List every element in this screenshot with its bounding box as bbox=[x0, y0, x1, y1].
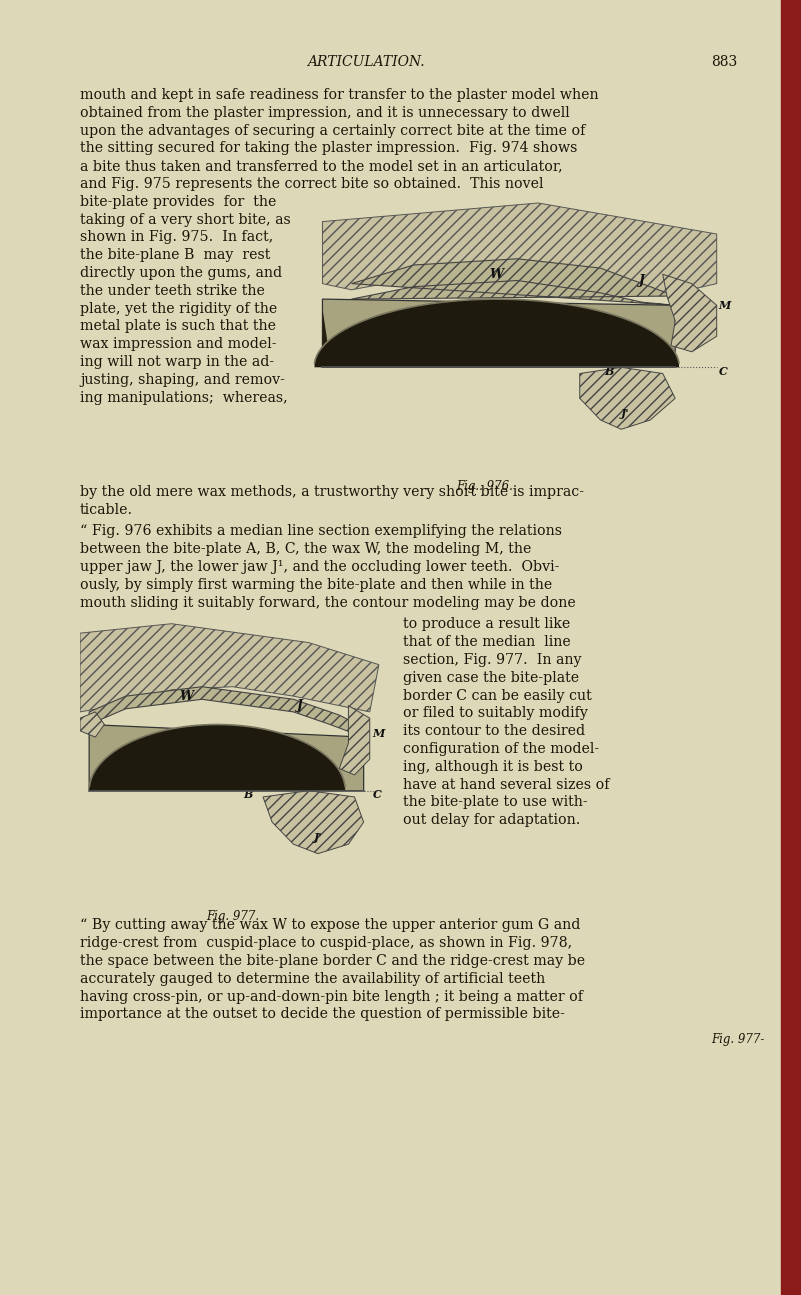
Text: to produce a result like: to produce a result like bbox=[403, 618, 570, 632]
Text: between the bite-plate A, B, C, the wax W, the modeling M, the: between the bite-plate A, B, C, the wax … bbox=[80, 543, 531, 556]
Text: the bite-plate to use with-: the bite-plate to use with- bbox=[403, 795, 588, 809]
Text: 883: 883 bbox=[711, 54, 737, 69]
Text: M: M bbox=[372, 729, 385, 739]
Text: ously, by simply first warming the bite-plate and then while in the: ously, by simply first warming the bite-… bbox=[80, 578, 552, 592]
Text: by the old mere wax methods, a trustworthy very short bite is imprac-: by the old mere wax methods, a trustwort… bbox=[80, 484, 584, 499]
Text: the bite-plane B  may  rest: the bite-plane B may rest bbox=[80, 249, 271, 262]
Text: “ Fig. 976 exhibits a median line section exemplifying the relations: “ Fig. 976 exhibits a median line sectio… bbox=[80, 524, 562, 539]
Polygon shape bbox=[352, 259, 675, 306]
Polygon shape bbox=[80, 624, 379, 712]
Text: upper jaw J, the lower jaw J¹, and the occluding lower teeth.  Obvi-: upper jaw J, the lower jaw J¹, and the o… bbox=[80, 559, 559, 574]
Text: mouth and kept in safe readiness for transfer to the plaster model when: mouth and kept in safe readiness for tra… bbox=[80, 88, 598, 102]
Text: W: W bbox=[179, 690, 194, 703]
Text: C: C bbox=[372, 789, 381, 800]
Text: ticable.: ticable. bbox=[80, 502, 133, 517]
Text: Fig. 977.: Fig. 977. bbox=[206, 910, 259, 923]
Text: importance at the outset to decide the question of permissible bite-: importance at the outset to decide the q… bbox=[80, 1008, 565, 1022]
Polygon shape bbox=[323, 203, 717, 297]
Text: the space between the bite-plane border C and the ridge-crest may be: the space between the bite-plane border … bbox=[80, 954, 585, 967]
Polygon shape bbox=[89, 686, 364, 737]
Text: given case the bite-plate: given case the bite-plate bbox=[403, 671, 579, 685]
Text: A: A bbox=[450, 333, 460, 346]
Polygon shape bbox=[340, 706, 370, 774]
Text: C: C bbox=[718, 365, 727, 377]
Bar bbox=[781, 0, 801, 1295]
Text: the sitting secured for taking the plaster impression.  Fig. 974 shows: the sitting secured for taking the plast… bbox=[80, 141, 578, 155]
Text: B: B bbox=[604, 365, 614, 377]
Text: out delay for adaptation.: out delay for adaptation. bbox=[403, 813, 581, 828]
Text: J: J bbox=[639, 275, 645, 287]
Text: ing, although it is best to: ing, although it is best to bbox=[403, 760, 583, 774]
Text: or filed to suitably modify: or filed to suitably modify bbox=[403, 706, 588, 720]
Text: its contour to the desired: its contour to the desired bbox=[403, 724, 585, 738]
Text: having cross-pin, or up-and-down-pin bite length ; it being a matter of: having cross-pin, or up-and-down-pin bit… bbox=[80, 989, 583, 1004]
Text: metal plate is such that the: metal plate is such that the bbox=[80, 320, 276, 333]
Text: ARTICULATION.: ARTICULATION. bbox=[307, 54, 425, 69]
Polygon shape bbox=[323, 299, 675, 368]
Text: “ By cutting away the wax W to expose the upper anterior gum G and: “ By cutting away the wax W to expose th… bbox=[80, 918, 581, 932]
Text: mouth sliding it suitably forward, the contour modeling may be done: mouth sliding it suitably forward, the c… bbox=[80, 596, 576, 610]
Text: configuration of the model-: configuration of the model- bbox=[403, 742, 599, 756]
Text: border C can be easily cut: border C can be easily cut bbox=[403, 689, 592, 703]
Text: section, Fig. 977.  In any: section, Fig. 977. In any bbox=[403, 653, 582, 667]
Text: upon the advantages of securing a certainly correct bite at the time of: upon the advantages of securing a certai… bbox=[80, 123, 586, 137]
Text: accurately gauged to determine the availability of artificial teeth: accurately gauged to determine the avail… bbox=[80, 971, 545, 985]
Text: justing, shaping, and remov-: justing, shaping, and remov- bbox=[80, 373, 285, 387]
Text: the under teeth strike the: the under teeth strike the bbox=[80, 284, 265, 298]
Text: shown in Fig. 975.  In fact,: shown in Fig. 975. In fact, bbox=[80, 231, 273, 245]
Text: J: J bbox=[296, 699, 303, 712]
Polygon shape bbox=[315, 299, 679, 368]
Polygon shape bbox=[662, 275, 717, 352]
Text: W: W bbox=[489, 268, 504, 281]
Text: M: M bbox=[718, 300, 731, 311]
Text: bite-plate provides  for  the: bite-plate provides for the bbox=[80, 194, 276, 208]
Text: ing will not warp in the ad-: ing will not warp in the ad- bbox=[80, 355, 274, 369]
Text: J': J' bbox=[313, 833, 322, 843]
Polygon shape bbox=[90, 724, 345, 791]
Text: ing manipulations;  whereas,: ing manipulations; whereas, bbox=[80, 391, 288, 404]
Polygon shape bbox=[323, 308, 671, 364]
Polygon shape bbox=[580, 368, 675, 430]
Polygon shape bbox=[263, 791, 364, 853]
Text: taking of a very short bite, as: taking of a very short bite, as bbox=[80, 212, 291, 227]
Text: obtained from the plaster impression, and it is unnecessary to dwell: obtained from the plaster impression, an… bbox=[80, 106, 570, 120]
Text: A: A bbox=[167, 756, 176, 769]
Text: directly upon the gums, and: directly upon the gums, and bbox=[80, 265, 282, 280]
Text: ridge-crest from  cuspid-place to cuspid-place, as shown in Fig. 978,: ridge-crest from cuspid-place to cuspid-… bbox=[80, 936, 572, 951]
Text: J': J' bbox=[621, 408, 630, 420]
Text: plate, yet the rigidity of the: plate, yet the rigidity of the bbox=[80, 302, 277, 316]
Text: have at hand several sizes of: have at hand several sizes of bbox=[403, 777, 610, 791]
Text: wax impression and model-: wax impression and model- bbox=[80, 337, 276, 351]
Text: Fig. 977-: Fig. 977- bbox=[711, 1033, 764, 1046]
Text: and Fig. 975 represents the correct bite so obtained.  This novel: and Fig. 975 represents the correct bite… bbox=[80, 177, 544, 190]
Polygon shape bbox=[80, 712, 104, 737]
Text: a bite thus taken and transferred to the model set in an articulator,: a bite thus taken and transferred to the… bbox=[80, 159, 562, 174]
Polygon shape bbox=[89, 724, 364, 791]
Text: B: B bbox=[243, 789, 252, 800]
Text: that of the median  line: that of the median line bbox=[403, 636, 571, 649]
Text: Fig.. 976.: Fig.. 976. bbox=[456, 480, 513, 493]
